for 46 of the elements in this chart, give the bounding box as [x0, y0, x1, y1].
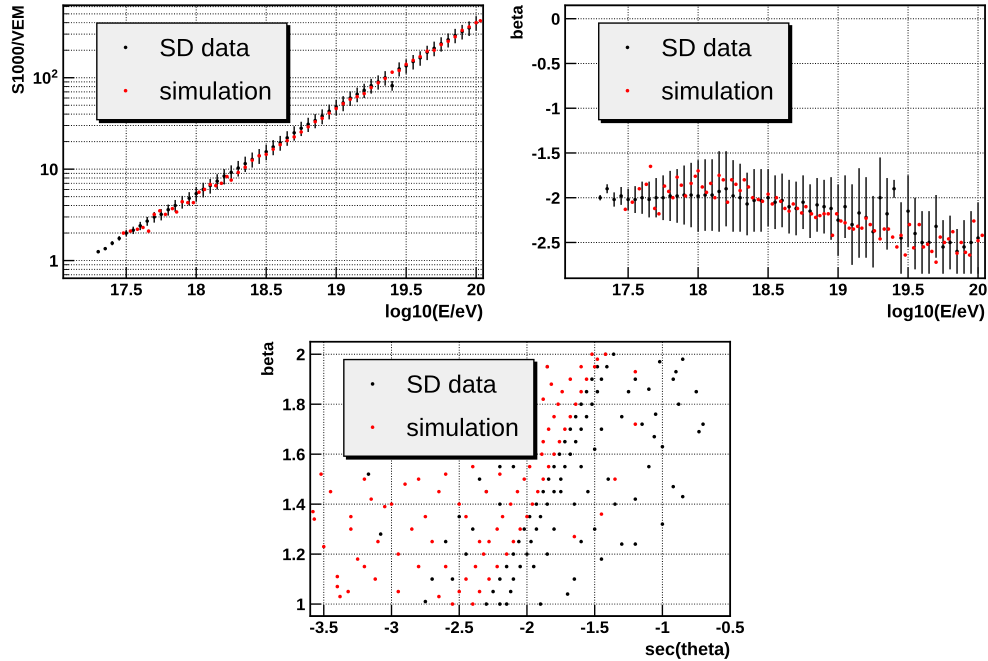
x-tick-label: 19: [328, 284, 345, 296]
y-tick-label: 0: [552, 13, 560, 25]
y-tick-label: 10$^{2}$: [34, 69, 58, 84]
x-tick-label: 20: [969, 284, 987, 296]
x-tick-label: -3: [384, 621, 398, 634]
x-tick-label: -3.5: [310, 621, 338, 634]
x-tick-label: 18.5: [251, 284, 282, 296]
x-tick-label: 17.5: [612, 284, 644, 296]
y-tick-label: 1.8: [283, 398, 305, 410]
y-tick-label: 10: [40, 164, 58, 176]
legend-label: simulation: [160, 81, 270, 100]
x-tick-label: -2.5: [446, 621, 474, 634]
x-tick-label: -0.5: [716, 621, 744, 634]
legend-label: simulation: [662, 81, 772, 100]
y-tick-label: 2: [296, 348, 305, 360]
x-axis-title: log10(E/eV): [888, 304, 984, 322]
legend-label: SD data: [407, 374, 497, 393]
x-tick-label: 20: [467, 284, 485, 296]
x-tick-label: -1.5: [580, 622, 609, 634]
x-tick-label: 17.5: [111, 284, 142, 296]
x-tick-label: 19.5: [892, 284, 924, 296]
x-tick-label: 19.5: [390, 284, 422, 296]
y-tick-label: -0.5: [532, 58, 560, 70]
x-tick-label: 18.5: [752, 284, 784, 296]
legend-label: SD data: [662, 38, 752, 56]
y-tick-label: -2.5: [532, 236, 560, 249]
y-tick-label: 1: [297, 598, 305, 610]
y-tick-label: -1.5: [532, 148, 560, 160]
y-axis-title: S1000/VEM: [12, 6, 24, 94]
y-tick-label: -1: [546, 102, 560, 114]
x-tick-label: 18: [188, 284, 205, 296]
y-tick-label: 1: [50, 255, 58, 267]
x-tick-label: -2: [520, 621, 534, 633]
x-tick-label: -1: [656, 622, 670, 633]
legend-label: simulation: [407, 418, 518, 436]
y-tick-label: 1.2: [283, 548, 305, 560]
x-axis-title: sec(theta): [645, 642, 730, 659]
legend-label: SD data: [160, 38, 250, 56]
y-tick-label: -2: [546, 192, 560, 204]
y-axis-title: beta: [510, 5, 523, 38]
y-axis-title: beta: [261, 342, 274, 375]
x-axis-title: log10(E/eV): [386, 304, 482, 322]
x-tick-label: 18: [690, 284, 707, 296]
y-tick-label: 1.4: [283, 498, 306, 510]
y-tick-label: 1.6: [283, 448, 305, 460]
x-tick-label: 19: [830, 284, 847, 296]
